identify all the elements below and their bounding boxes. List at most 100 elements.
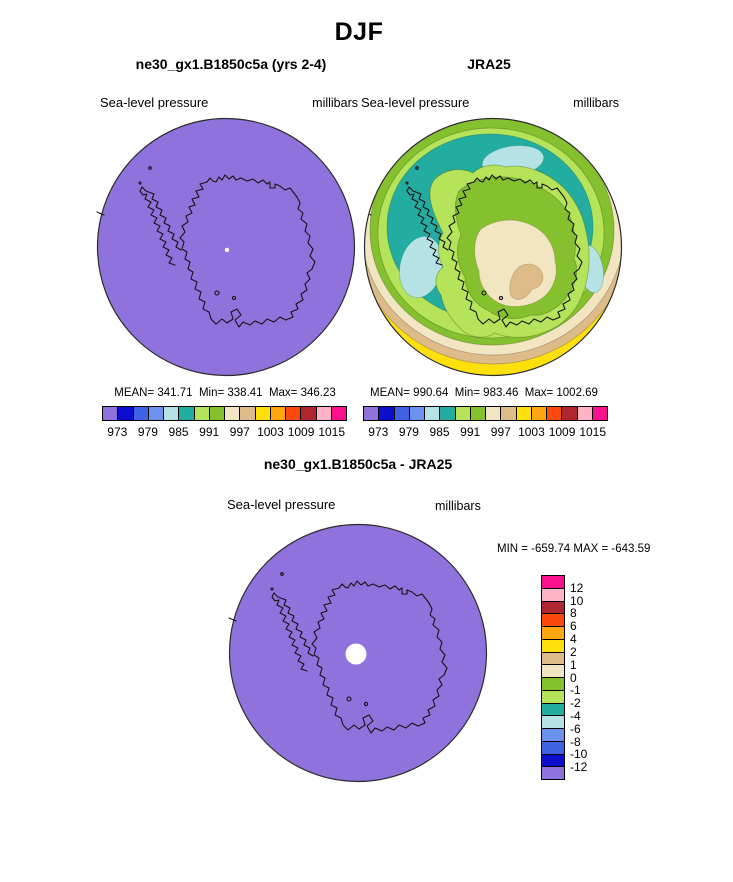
colorbar-cell (561, 406, 578, 421)
colorbar-cell (147, 406, 164, 421)
colorbar-tick-label: 997 (490, 425, 511, 439)
colorbar-cell (378, 406, 395, 421)
colorbar-cell (541, 702, 565, 717)
colorbar-cell (541, 626, 565, 640)
colorbar-tick-label: 1015 (318, 425, 346, 439)
colorbar-cell (315, 406, 332, 421)
colorbar-level-label: -1 (570, 683, 581, 698)
colorbar-cell (541, 677, 565, 691)
map-diff-slp (228, 523, 488, 783)
colorbar-cell (454, 406, 471, 421)
colorbar-cell (300, 406, 317, 421)
colorbar-cell (208, 406, 225, 421)
colorbar-ticks-obs: 973 979 985 991 997 1003 1009 1015 (363, 425, 608, 439)
colorbar-cell (224, 406, 241, 421)
colorbar-level-label: -6 (570, 721, 581, 736)
field-label-diff: Sea-level pressure (227, 497, 336, 512)
colorbar-cell (363, 406, 380, 421)
colorbar-cell (178, 406, 195, 421)
colorbar-cell (541, 600, 565, 615)
colorbar-model (102, 406, 347, 421)
colorbar-cell (193, 406, 210, 421)
colorbar-tick-label: 1003 (518, 425, 545, 439)
colorbar-cell (485, 406, 502, 421)
colorbar-cell (541, 664, 565, 678)
colorbar-cell (541, 587, 565, 602)
colorbar-tick-label: 979 (137, 425, 158, 439)
colorbar-labels-diff: 12 10 8 6 4 2 1 0 -1 -2 -4 -6 -8 -10 -12 (570, 575, 600, 780)
colorbar-level-label: -4 (570, 708, 581, 723)
colorbar-cell (541, 613, 565, 627)
colorbar-level-label: 6 (570, 619, 577, 634)
colorbar-level-label: 12 (570, 580, 584, 595)
colorbar-tick-label: 1003 (257, 425, 284, 439)
field-label-model: Sea-level pressure (100, 95, 209, 110)
colorbar-cell (102, 406, 119, 421)
stats-model: MEAN= 341.71 Min= 338.41 Max= 346.23 (114, 387, 336, 399)
colorbar-level-label: 0 (570, 670, 577, 685)
colorbar-level-label: 4 (570, 632, 577, 647)
map-model-slp (96, 117, 356, 377)
colorbar-level-label: -10 (570, 747, 588, 762)
colorbar-tick-label: 997 (229, 425, 250, 439)
colorbar-cell (269, 406, 286, 421)
panel-title-obs: JRA25 (467, 56, 511, 72)
colorbar-level-label: -12 (570, 760, 588, 775)
pole-dot (224, 247, 230, 253)
colorbar-cell (254, 406, 271, 421)
season-title: DJF (334, 18, 384, 46)
field-label-obs: Sea-level pressure (361, 95, 470, 110)
colorbar-level-label: -2 (570, 696, 581, 711)
panel-title-model: ne30_gx1.B1850c5a (yrs 2-4) (135, 56, 327, 72)
minmax-diff: MIN = -659.74 MAX = -643.59 (497, 543, 651, 555)
stats-obs: MEAN= 990.64 Min= 983.46 Max= 1002.69 (370, 387, 598, 399)
colorbar-tick-label: 985 (168, 425, 189, 439)
colorbar-level-label: 2 (570, 644, 577, 659)
colorbar-cell (393, 406, 410, 421)
colorbar-obs (363, 406, 608, 421)
colorbar-cell (330, 406, 347, 421)
colorbar-cell (541, 740, 565, 755)
units-label-model: millibars (312, 96, 358, 110)
colorbar-tick-label: 1015 (579, 425, 607, 439)
colorbar-level-label: 10 (570, 593, 584, 608)
colorbar-tick-label: 991 (460, 425, 481, 439)
colorbar-level-label: -8 (570, 734, 581, 749)
colorbar-tick-label: 985 (429, 425, 450, 439)
colorbar-level-label: 1 (570, 657, 577, 672)
colorbar-cell (424, 406, 441, 421)
colorbar-cell (439, 406, 456, 421)
colorbar-tick-label: 973 (368, 425, 389, 439)
colorbar-cell (285, 406, 302, 421)
colorbar-cell (132, 406, 149, 421)
colorbar-cell (541, 715, 565, 729)
colorbar-cell (239, 406, 256, 421)
colorbar-cell (515, 406, 532, 421)
colorbar-ticks-model: 973 979 985 991 997 1003 1009 1015 (102, 425, 347, 439)
units-label-diff: millibars (435, 499, 481, 513)
colorbar-cell (163, 406, 180, 421)
colorbar-cell (541, 728, 565, 742)
colorbar-cell (591, 406, 608, 421)
colorbar-diff (541, 575, 565, 780)
units-label-obs: millibars (573, 96, 619, 110)
colorbar-cell (541, 766, 565, 780)
colorbar-cell (117, 406, 134, 421)
colorbar-cell (541, 638, 565, 653)
colorbar-cell (500, 406, 517, 421)
panel-title-diff: ne30_gx1.B1850c5a - JRA25 (263, 456, 453, 472)
colorbar-tick-label: 1009 (548, 425, 576, 439)
colorbar-cell (541, 689, 565, 704)
colorbar-cell (546, 406, 563, 421)
colorbar-level-label: 8 (570, 606, 577, 621)
colorbar-tick-label: 991 (199, 425, 220, 439)
colorbar-cell (541, 753, 565, 768)
colorbar-tick-label: 973 (107, 425, 128, 439)
map-obs-slp (363, 117, 623, 377)
pole-dot (345, 643, 367, 665)
colorbar-tick-label: 1009 (287, 425, 315, 439)
colorbar-cell (541, 575, 565, 589)
colorbar-cell (541, 651, 565, 666)
colorbar-cell (408, 406, 425, 421)
